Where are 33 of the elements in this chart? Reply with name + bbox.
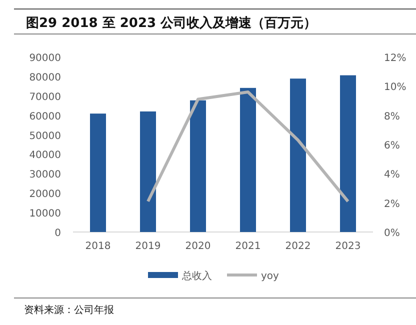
x-tick-label: 2023 xyxy=(335,241,361,252)
legend-label: 总收入 xyxy=(181,270,212,282)
y-tick-label: 20000 xyxy=(29,189,61,200)
y-tick-label: 70000 xyxy=(29,92,61,103)
bar xyxy=(290,78,306,232)
y-tick-label: 10000 xyxy=(29,208,61,220)
y2-tick-label: 12% xyxy=(384,53,406,64)
y-tick-label: 80000 xyxy=(29,72,61,84)
x-tick-label: 2022 xyxy=(285,241,311,252)
bar xyxy=(240,88,256,232)
x-tick-label: 2020 xyxy=(185,241,211,252)
x-tick-label: 2019 xyxy=(135,241,161,252)
y-tick-label: 0 xyxy=(54,228,61,239)
y2-tick-label: 4% xyxy=(384,170,400,181)
y-tick-label: 30000 xyxy=(29,170,61,181)
y2-tick-label: 8% xyxy=(384,111,400,122)
bar xyxy=(90,114,106,232)
y-tick-label: 40000 xyxy=(29,150,61,162)
legend-label: yoy xyxy=(261,271,280,282)
bar xyxy=(340,75,356,232)
y2-tick-label: 10% xyxy=(384,82,406,94)
bar xyxy=(140,111,156,232)
y-tick-label: 50000 xyxy=(29,130,61,142)
bar xyxy=(190,100,206,232)
y2-tick-label: 2% xyxy=(384,198,400,210)
chart-title: 图29 2018 至 2023 公司收入及增速（百万元） xyxy=(26,15,317,31)
y-tick-label: 60000 xyxy=(29,111,61,122)
x-tick-label: 2018 xyxy=(85,241,111,252)
y-tick-label: 90000 xyxy=(29,53,61,64)
x-tick-label: 2021 xyxy=(235,241,261,252)
y2-tick-label: 6% xyxy=(384,140,400,152)
y2-tick-label: 0% xyxy=(384,228,400,239)
text: 资料来源：公司年报 xyxy=(24,304,114,316)
